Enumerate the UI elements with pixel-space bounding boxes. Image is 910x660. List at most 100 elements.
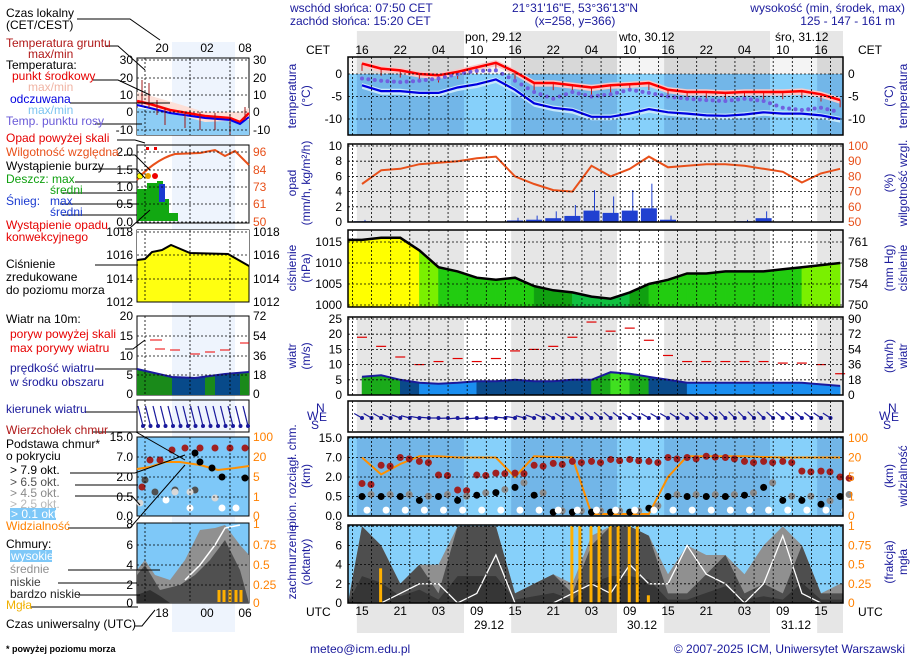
legend-tick-label: 1014	[106, 272, 133, 286]
tick-label: 50	[848, 215, 862, 229]
cet-hour-label: 22	[394, 43, 408, 57]
fog-bar	[379, 568, 383, 603]
cloud-base-dot	[711, 491, 719, 499]
tick-label: 0.5	[325, 490, 342, 504]
cloud-base-dot	[683, 493, 691, 500]
fog-bar	[570, 526, 574, 603]
wind-arrow-head	[379, 416, 384, 420]
wind-arrow-head	[436, 416, 441, 420]
legend-pressure-line	[136, 243, 250, 267]
wind-arrow-head	[608, 416, 613, 420]
legend-snow-mean: średni	[50, 205, 83, 219]
night-band-bottom	[817, 603, 843, 633]
axis-title-right: (mm Hg)	[882, 245, 896, 292]
legend-wind-arrow	[234, 405, 242, 427]
cloud-top-dot	[530, 461, 538, 469]
legend-cloud-dot	[191, 449, 199, 457]
cloud-top-dot	[845, 474, 853, 482]
pressure-area	[380, 237, 401, 308]
dew-point-dot	[774, 103, 779, 108]
legend-tick-label: 2.0	[116, 470, 133, 484]
legend-cloud-dot	[218, 504, 226, 512]
cloud-top-dot	[577, 459, 585, 467]
cloud-base-dot	[750, 489, 757, 497]
pressure-panel: 1000 1005 1010 1015 750 754 758 761	[315, 229, 868, 312]
legend-wind-line	[136, 368, 250, 380]
precip-bar	[602, 212, 619, 222]
legend-wind-arrow-head	[216, 424, 220, 428]
dew-point-dot	[411, 79, 415, 84]
dew-point-dot	[748, 97, 753, 102]
night-band-top	[356, 31, 464, 57]
legend-rain-bars	[137, 181, 178, 221]
wind-arrow-head	[799, 416, 804, 420]
cet-hour-label: 16	[814, 43, 828, 57]
dew-point-dot	[436, 76, 441, 81]
dew-point-dot	[442, 75, 447, 79]
wind-arrow-head	[685, 416, 690, 420]
dew-point-dot	[391, 79, 396, 84]
tick-label: 60	[848, 200, 862, 214]
legend-dew-point: Temp. punktu rosy	[6, 114, 104, 128]
legend-top-hour: 08	[238, 41, 252, 55]
wind-arrow-head	[819, 416, 823, 420]
legend-clouds: Chmury:	[6, 537, 51, 551]
fog-bar	[589, 526, 593, 603]
dew-point-dot	[532, 90, 537, 94]
legend-cloud-dot	[171, 488, 179, 496]
cet-hour-label: 10	[470, 43, 484, 57]
legend-cloud-dot	[186, 504, 194, 512]
tick-label: 4	[335, 185, 342, 199]
legend-wind-arrow-head	[163, 424, 168, 428]
legend-wind-arrow	[174, 405, 182, 427]
cloud-top-dot	[730, 455, 738, 463]
legend-tick-label: 2.0	[116, 145, 133, 159]
legend-tick-label: 0	[126, 105, 133, 119]
legend-wind-arrow	[137, 405, 144, 427]
legend-precip-panel	[136, 144, 250, 224]
wind-arrow-head	[761, 416, 766, 420]
legend-top-hour: 02	[200, 41, 214, 55]
cloud-base-dot	[420, 506, 428, 514]
legend-cloud-dot	[136, 499, 144, 507]
cloud-base-dot	[535, 506, 543, 514]
tick-label: 25	[329, 312, 343, 326]
dew-point-dot	[780, 105, 785, 110]
legend-wind-arrow-head	[246, 424, 250, 428]
cloud-top-dot	[473, 471, 481, 479]
tick-label: 36	[848, 358, 862, 372]
legend-cloud-dot	[211, 494, 219, 502]
dew-point-dot	[372, 78, 377, 82]
cloud-top-dot	[750, 459, 757, 467]
cloud-top-dot	[539, 462, 547, 470]
panel-frame	[347, 229, 844, 308]
cloud-base-dot	[707, 506, 715, 514]
contact-email-link[interactable]: meteo@icm.edu.pl	[310, 642, 410, 656]
cloud-base-dot	[440, 506, 447, 514]
legend-tick-label: 36	[253, 349, 267, 363]
utc-hour-label: 15	[814, 604, 828, 618]
cloud-base-dot	[807, 492, 815, 500]
panel-frame	[347, 524, 844, 604]
legend-wind-dir-panel	[136, 399, 250, 433]
legend-temperature: Temperatura:	[6, 58, 77, 72]
tick-label: 80	[848, 169, 862, 183]
dew-point-dot	[583, 93, 588, 97]
fog-bar	[597, 526, 601, 603]
cloud-base-dot	[803, 506, 811, 514]
night-band	[817, 317, 843, 395]
dew-point-dot	[761, 99, 766, 103]
cloud-base-dot	[459, 506, 467, 514]
dew-point-dot	[672, 95, 677, 100]
legend-storm-dot	[145, 173, 151, 179]
legend-temp-maxmin: max/min	[28, 80, 73, 94]
night-band	[511, 437, 617, 516]
dew-point-dot	[602, 93, 607, 97]
cloud-base-dot	[435, 493, 442, 500]
legend-wind-arrows	[137, 405, 250, 428]
legend-ground-temp-maxmin: max/min	[28, 47, 73, 61]
legend-cloud-dot	[232, 504, 240, 512]
tick-label: 70	[848, 185, 862, 199]
